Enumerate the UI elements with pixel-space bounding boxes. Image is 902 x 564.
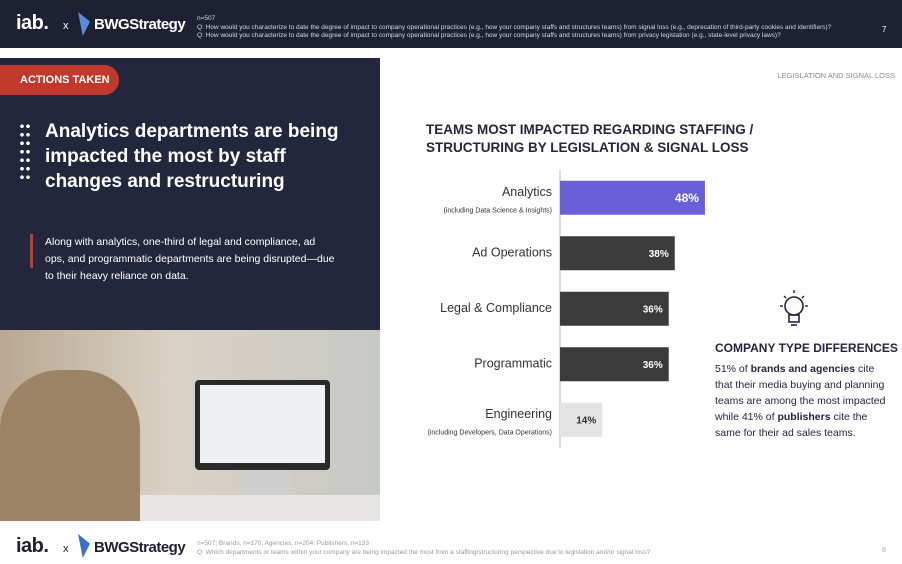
category-sublabel: (including Data Science & Insights) — [443, 208, 552, 215]
logo: BWGStrategy — [94, 16, 186, 33]
chart: 48% Analytics (including Data Science & In… — [427, 170, 705, 448]
note-line: Q: How would you characterize to date th… — [197, 23, 832, 31]
logo-mark — [78, 12, 90, 36]
logo-mark — [78, 534, 90, 558]
bar — [560, 347, 669, 382]
bar — [560, 402, 603, 437]
heading: Analytics departments are being impacted… — [45, 121, 339, 192]
logo: iab. — [16, 535, 49, 557]
screen — [200, 385, 325, 463]
text: 51% of — [715, 363, 751, 375]
sidebar: ACTIONS TAKEN Analytics departments are … — [0, 58, 380, 330]
notes: n=507; Brands, n=170; Agencies, n=204; P… — [197, 540, 650, 557]
footer: iab. x BWGStrategy n=507; Brands, n=170;… — [0, 522, 902, 564]
bar — [560, 180, 705, 215]
category-label: Ad Operations — [472, 246, 552, 260]
category-sublabel: (including Developers, Data Operations) — [427, 430, 552, 437]
page-number: 8 — [882, 547, 886, 554]
category-label: Engineering — [485, 407, 552, 421]
category-label: Legal & Compliance — [440, 301, 552, 315]
category-label: Programmatic — [474, 357, 552, 371]
bar — [560, 291, 669, 326]
logo: iab. — [16, 12, 49, 34]
note-line: Q: Which departments or teams within you… — [197, 548, 651, 556]
dots — [19, 122, 31, 184]
person — [0, 370, 140, 521]
note-line: n=507 — [197, 15, 216, 22]
body-text: Along with analytics, one-third of legal… — [45, 236, 335, 282]
logo: BWGStrategy — [94, 539, 186, 556]
logo-separator: x — [63, 543, 69, 555]
section-label: LEGISLATION AND SIGNAL LOSS — [777, 71, 895, 80]
photo — [0, 330, 380, 521]
notes: n=507 Q: How would you characterize to da… — [197, 15, 831, 41]
value-label: 36% — [643, 360, 663, 371]
note-line: Q: How would you characterize to date th… — [197, 32, 781, 39]
accent-bar — [30, 234, 33, 268]
value-label: 38% — [649, 249, 669, 260]
top-bar: iab. x BWGStrategy n=507 Q: How would you… — [0, 0, 902, 48]
text: cite the same for their ad sales teams. — [715, 411, 868, 439]
logo-separator: x — [63, 20, 69, 32]
value-label: 14% — [576, 415, 596, 426]
lightbulb-icon — [780, 290, 808, 326]
desk — [140, 495, 380, 521]
callout-title: COMPANY TYPE DIFFERENCES — [715, 341, 898, 355]
chart-title: TEAMS MOST IMPACTED REGARDING STAFFING /… — [426, 122, 754, 155]
bold-text: brands and agencies — [750, 363, 856, 375]
page-number: 7 — [882, 25, 887, 34]
note-line: n=507; Brands, n=170; Agencies, n=204; P… — [197, 540, 370, 547]
category-label: Analytics — [502, 185, 552, 199]
tag: ACTIONS TAKEN — [20, 74, 110, 86]
bold-text: publishers — [777, 411, 831, 423]
value-label: 36% — [643, 304, 663, 315]
text: cite that their media buying and plannin… — [715, 363, 886, 423]
value-label: 48% — [675, 191, 699, 205]
stand — [245, 470, 290, 498]
bar — [560, 236, 675, 271]
callout-body: 51% of brands and agencies cite that the… — [715, 361, 887, 441]
tag-pill — [0, 65, 119, 95]
